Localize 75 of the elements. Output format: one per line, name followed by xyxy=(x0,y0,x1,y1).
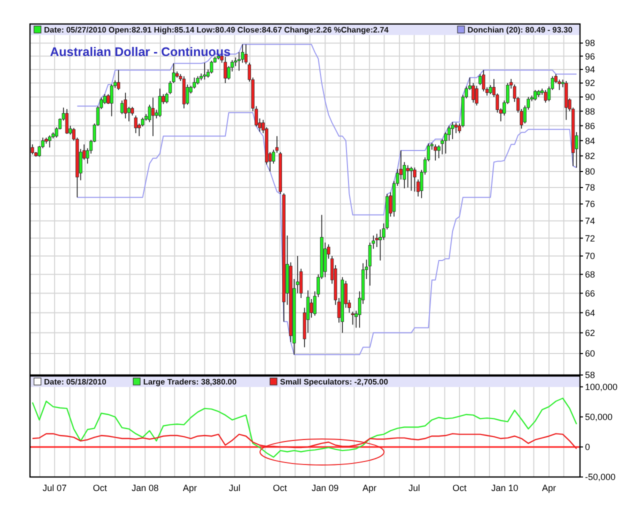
x-tick-label: Jul xyxy=(228,483,240,493)
y-tick-label: 64 xyxy=(585,308,596,318)
y-tick-label: 66 xyxy=(585,288,596,298)
text: Australian Dollar - Continuous xyxy=(50,45,231,59)
y-tick-label: 90 xyxy=(585,92,596,102)
x-tick-label: Apr xyxy=(362,483,376,493)
y-tick-label: 76 xyxy=(585,199,596,210)
legend-label: Large Traders: 38,380.00 xyxy=(143,378,238,386)
candlestick xyxy=(244,44,248,64)
y-tick-label: 92 xyxy=(585,78,596,88)
legend-label: Small Speculators: -2,705.00 xyxy=(280,378,389,386)
candlestick xyxy=(478,74,482,86)
candlestick xyxy=(134,115,138,134)
candlestick xyxy=(110,84,114,117)
line-series xyxy=(32,398,578,458)
y-tick-label: 94 xyxy=(585,64,596,75)
x-tick-label: Jan 09 xyxy=(312,483,339,493)
y-tick-label: 98 xyxy=(585,38,596,48)
x-tick-label: Jan 08 xyxy=(132,483,159,493)
y-tick-label: 80 xyxy=(585,166,596,177)
y-tick-label: 74 xyxy=(585,216,596,226)
y-tick-label: 88 xyxy=(585,106,596,116)
candlestick xyxy=(544,90,548,104)
y-tick-label: 0 xyxy=(585,442,590,452)
x-tick-label: Apr xyxy=(182,483,197,493)
candlestick xyxy=(454,122,458,134)
x-tick-label: Oct xyxy=(452,483,467,493)
annotation: Date: 05/27/2010 Open:82.91 High:85.14 Low:80.49 Close:84.67 Change:2.26 %Change:2.74 xyxy=(44,26,390,34)
y-tick-label: 100,000 xyxy=(585,382,618,392)
candlestick xyxy=(450,122,454,140)
y-tick-label: 84 xyxy=(585,136,596,146)
y-tick-label: 62 xyxy=(585,328,596,338)
candlestick xyxy=(482,70,486,92)
y-tick-label: -50,000 xyxy=(585,472,616,482)
candlestick xyxy=(375,233,378,248)
line-series xyxy=(32,433,578,450)
candlestick xyxy=(65,108,68,134)
y-tick-label: 96 xyxy=(585,51,596,62)
candlestick xyxy=(475,85,478,106)
y-tick-label: 58 xyxy=(585,370,596,380)
candlestick xyxy=(310,298,313,318)
candlestick xyxy=(434,144,437,161)
candlestick xyxy=(48,134,52,148)
x-tick-label: Jan 10 xyxy=(491,483,518,493)
candlestick xyxy=(30,144,34,155)
candlestick xyxy=(165,92,168,104)
candlestick xyxy=(151,97,155,137)
annotation: Date: 05/18/2010 xyxy=(44,378,107,386)
x-tick-label: Jul xyxy=(408,483,420,493)
x-tick-label: Oct xyxy=(92,483,108,493)
candlestick xyxy=(488,84,492,95)
candlestick xyxy=(351,311,354,326)
y-tick-label: 72 xyxy=(585,233,596,244)
legend-label: Donchian (20): 80.49 - 93.30 xyxy=(468,26,573,34)
y-tick-label: 70 xyxy=(585,251,596,262)
x-tick-label: Jul 07 xyxy=(42,483,67,493)
y-tick-label: 68 xyxy=(585,269,596,280)
candlestick xyxy=(203,62,206,80)
x-tick-label: Apr xyxy=(542,483,556,493)
y-tick-label: 50,000 xyxy=(585,412,613,422)
y-tick-label: 82 xyxy=(585,151,596,162)
y-tick-label: 60 xyxy=(585,348,596,359)
y-tick-label: 86 xyxy=(585,120,596,131)
candlestick xyxy=(534,90,537,101)
candlestick xyxy=(224,56,227,84)
candlestick xyxy=(210,60,214,74)
candlestick xyxy=(124,92,128,119)
candlestick xyxy=(120,100,124,114)
candlestick xyxy=(158,88,162,118)
x-tick-label: Oct xyxy=(272,483,288,493)
candlestick xyxy=(116,70,120,90)
candlestick xyxy=(410,166,413,192)
candlestick xyxy=(413,167,416,192)
y-tick-label: 78 xyxy=(585,182,596,193)
candlestick xyxy=(406,164,410,188)
